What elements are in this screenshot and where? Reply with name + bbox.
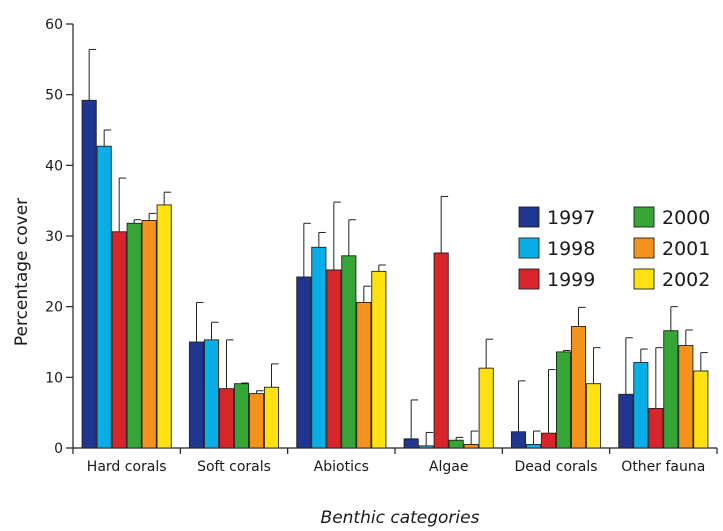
bar xyxy=(296,276,312,449)
bar xyxy=(263,386,280,449)
x-category-label: Other fauna xyxy=(621,459,705,475)
bar xyxy=(663,330,679,449)
y-tick-label: 50 xyxy=(45,88,63,104)
bar xyxy=(648,407,664,449)
bar xyxy=(141,220,157,449)
legend-swatch xyxy=(518,237,540,259)
bar xyxy=(678,345,694,449)
bar xyxy=(81,99,97,449)
legend-label: 1998 xyxy=(547,238,595,260)
bar xyxy=(248,393,265,449)
bar xyxy=(448,439,464,449)
bar xyxy=(633,362,649,449)
legend-swatch xyxy=(633,237,655,259)
bar xyxy=(618,393,634,449)
legend-swatch xyxy=(518,206,540,228)
legend-swatch xyxy=(633,268,655,290)
legend: 1997 1998 1999 2000 2001 2002 xyxy=(518,206,710,291)
x-category-label: Soft corals xyxy=(197,459,271,475)
legend-label: 2001 xyxy=(662,238,710,260)
y-axis: 0 10 20 30 40 50 60 xyxy=(45,17,74,457)
bar xyxy=(525,444,542,449)
bar xyxy=(433,252,449,449)
bar xyxy=(218,388,235,449)
y-axis-title: Percentage cover xyxy=(12,198,32,346)
bar xyxy=(418,445,434,449)
bar xyxy=(341,255,357,449)
y-tick-label: 60 xyxy=(45,17,63,33)
bar xyxy=(463,444,479,449)
y-tick-label: 40 xyxy=(45,158,63,174)
bar xyxy=(126,222,142,449)
bar xyxy=(585,383,602,449)
y-tick-label: 20 xyxy=(45,300,63,316)
legend-label: 1997 xyxy=(547,207,595,229)
x-category-label: Hard corals xyxy=(87,459,167,475)
bar xyxy=(403,438,419,449)
bar xyxy=(96,145,112,449)
bar xyxy=(203,339,220,449)
bar xyxy=(371,270,387,449)
bar xyxy=(326,269,342,449)
legend-label: 2000 xyxy=(662,207,710,229)
bar xyxy=(356,301,372,449)
x-axis: Hard corals Soft corals Abiotics Algae Dead … xyxy=(72,447,718,475)
legend-swatch xyxy=(633,206,655,228)
y-tick-label: 30 xyxy=(45,229,63,245)
bar xyxy=(478,367,494,449)
bar xyxy=(570,326,587,449)
bar xyxy=(693,370,709,449)
legend-swatch xyxy=(518,268,540,290)
x-category-label: Abiotics xyxy=(314,459,369,475)
x-category-label: Algae xyxy=(429,459,469,475)
x-category-label: Dead corals xyxy=(514,459,597,475)
y-tick-label: 10 xyxy=(45,370,63,386)
bar xyxy=(311,246,327,449)
legend-label: 2002 xyxy=(662,269,710,291)
bar xyxy=(111,231,127,449)
bar xyxy=(188,341,205,449)
bar-groups xyxy=(81,48,709,449)
bar xyxy=(510,431,527,449)
y-tick-label: 0 xyxy=(54,441,63,457)
legend-label: 1999 xyxy=(547,269,595,291)
bar xyxy=(233,383,250,449)
bar xyxy=(156,204,172,449)
x-axis-title: Benthic categories xyxy=(321,508,480,528)
bar xyxy=(555,351,572,449)
bar xyxy=(540,432,557,449)
